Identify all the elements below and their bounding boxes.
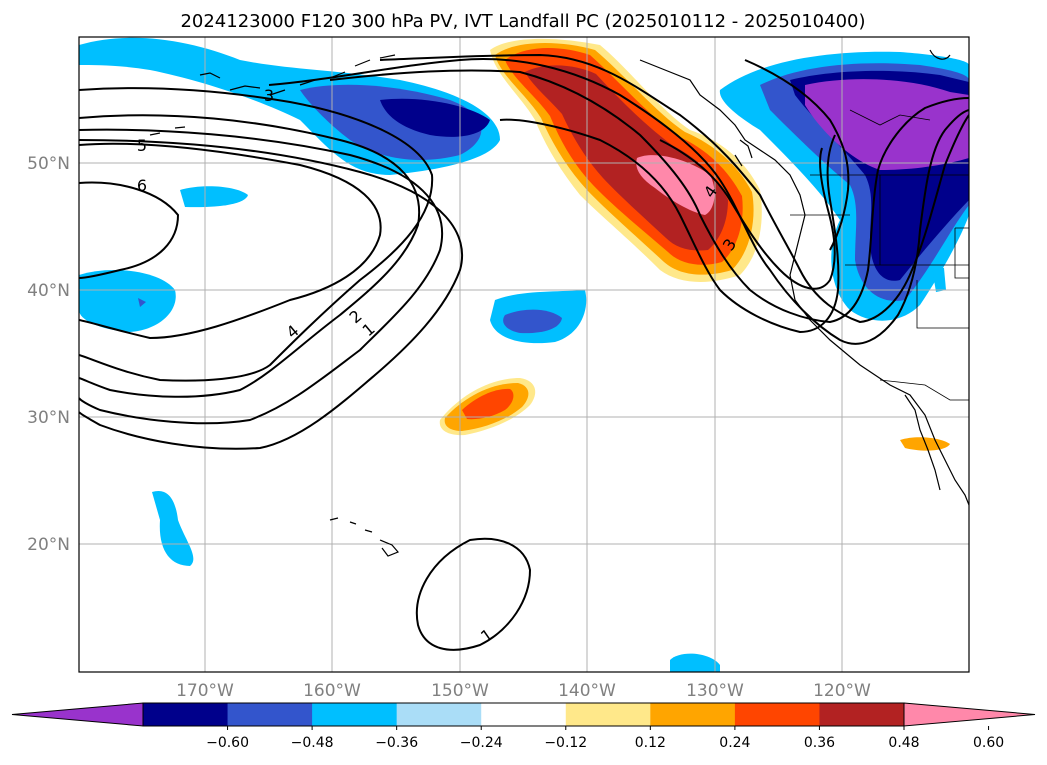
- colorbar-bin: [481, 703, 567, 726]
- lon-label-160w: 160°W: [303, 681, 361, 701]
- colorbar-tick-label: −0.12: [544, 735, 587, 751]
- coastlines: [149, 49, 969, 557]
- colorbar-tick-label: 0.48: [888, 735, 919, 751]
- colorbar-bin: [227, 703, 313, 726]
- lat-label-30n: 30°N: [27, 408, 70, 428]
- positive-pc-fills: [439, 38, 950, 451]
- lon-label-150w: 150°W: [431, 681, 489, 701]
- colorbar-tick-label: 0.24: [719, 735, 750, 751]
- lon-label-170w: 170°W: [176, 681, 234, 701]
- pv-label-5: 5: [137, 136, 147, 155]
- pv-label-6: 6: [137, 176, 147, 195]
- colorbar-frame: [142, 702, 905, 727]
- longitude-labels: 170°W 160°W 150°W 140°W 130°W 120°W: [176, 681, 871, 701]
- lon-label-130w: 130°W: [686, 681, 744, 701]
- colorbar-tick-label: −0.60: [206, 735, 249, 751]
- colorbar-tick-label: 0.36: [804, 735, 835, 751]
- map-frame: [78, 36, 970, 673]
- latitude-labels: 50°N 40°N 30°N 20°N: [27, 154, 70, 555]
- colorbar-bin: [312, 703, 398, 726]
- colorbar-extend-high: [903, 702, 1036, 727]
- pv-contours: [79, 53, 969, 651]
- lon-label-120w: 120°W: [813, 681, 871, 701]
- lat-label-50n: 50°N: [27, 154, 70, 174]
- colorbar-tick-label: −0.24: [460, 735, 503, 751]
- colorbar-tick-label: 0.12: [635, 735, 666, 751]
- colorbar-tick-labels: −0.60 −0.48 −0.36 −0.24 −0.12 0.12 0.24 0.36 0.4…: [206, 726, 1004, 751]
- colorbar-tick-label: −0.36: [375, 735, 418, 751]
- pv-label-3-upper: 3: [264, 86, 274, 105]
- lat-label-40n: 40°N: [27, 281, 70, 301]
- negative-pc-fills: [79, 37, 969, 672]
- colorbar-bin: [396, 703, 482, 726]
- lat-label-20n: 20°N: [27, 535, 70, 555]
- colorbar-bin: [143, 703, 229, 726]
- colorbar-bin: [734, 703, 820, 726]
- colorbar-tick-label: −0.48: [291, 735, 334, 751]
- colorbar-bin: [650, 703, 736, 726]
- colorbar-extend-low: [11, 702, 144, 727]
- map-area: [79, 37, 969, 672]
- colorbar: [11, 702, 1036, 727]
- colorbar-bin: [565, 703, 651, 726]
- colorbar-tick-label: 0.60: [973, 735, 1004, 751]
- lon-label-140w: 140°W: [558, 681, 616, 701]
- map-title: 2024123000 F120 300 hPa PV, IVT Landfall…: [180, 11, 865, 32]
- colorbar-bin: [819, 703, 905, 726]
- graticule: [79, 37, 969, 672]
